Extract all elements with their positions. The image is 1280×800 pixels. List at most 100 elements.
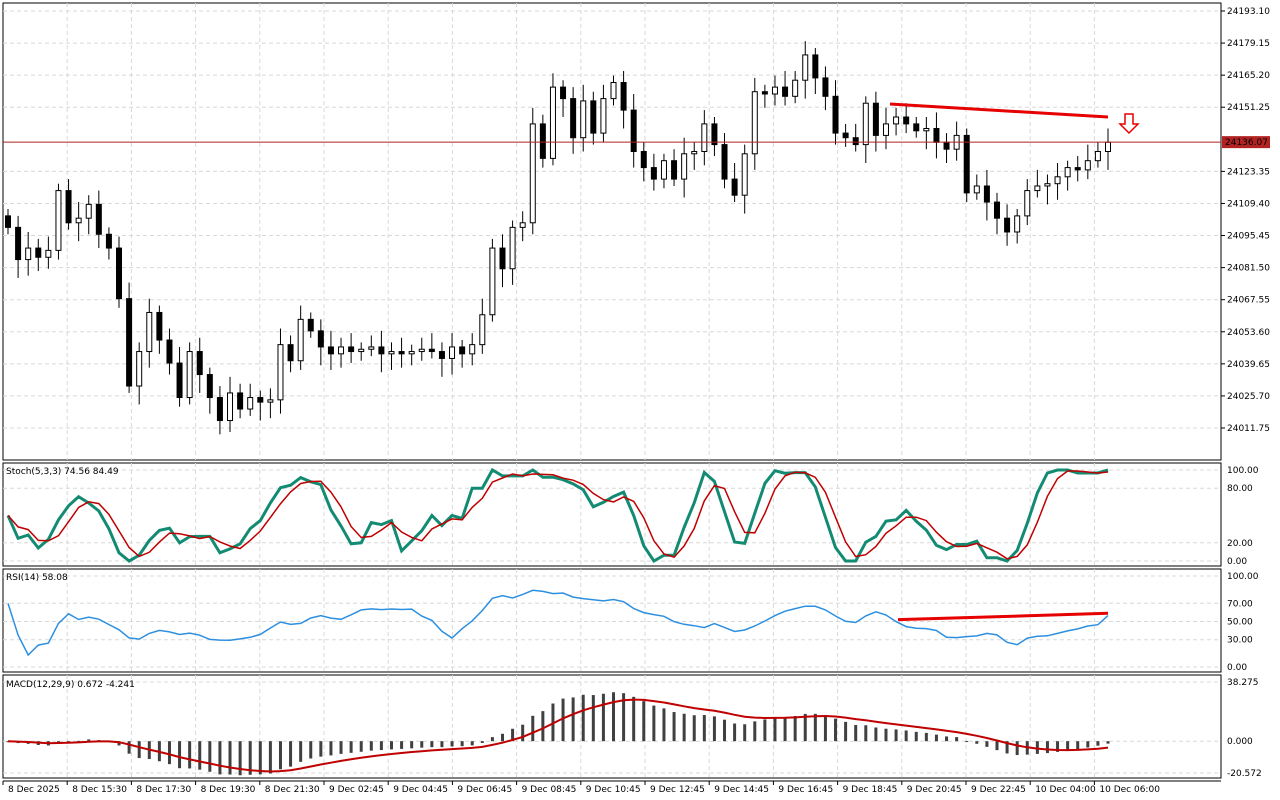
- candle: [832, 95, 839, 134]
- candle: [95, 203, 102, 235]
- macd-bar: [178, 741, 182, 769]
- macd-bar: [117, 741, 121, 746]
- macd-bar: [359, 741, 363, 752]
- macd-bar: [1045, 741, 1049, 754]
- stoch-signal-line: [7, 470, 1109, 560]
- macd-bar: [460, 741, 464, 747]
- candle: [782, 86, 789, 97]
- candle: [146, 311, 153, 353]
- macd-bar: [975, 741, 979, 744]
- candle: [711, 123, 718, 146]
- candle: [681, 153, 688, 180]
- candle: [539, 123, 546, 159]
- candle: [701, 123, 708, 152]
- candle: [1024, 190, 1031, 217]
- panel-frame-rsi: [2, 568, 1222, 673]
- candle: [418, 348, 425, 353]
- macd-bar: [490, 737, 494, 742]
- candle: [529, 123, 536, 224]
- candle: [973, 185, 980, 194]
- candle: [35, 247, 42, 258]
- macd-bar: [854, 725, 858, 742]
- rsi-tick-label: 100.00: [1227, 572, 1259, 582]
- macd-bar: [601, 693, 605, 742]
- candle: [126, 298, 133, 387]
- x-tick-label: 10 Dec 04:00: [1035, 785, 1096, 795]
- price-candles: [5, 41, 1111, 435]
- candle: [771, 86, 778, 95]
- candle: [893, 116, 900, 125]
- macd-bar: [914, 731, 918, 742]
- macd-bar: [369, 741, 373, 751]
- macd-bar: [1035, 741, 1039, 754]
- candle: [156, 311, 163, 341]
- x-tick-label: 9 Dec 22:45: [971, 785, 1026, 795]
- price-trend-line: [889, 102, 1109, 119]
- candle: [660, 160, 667, 180]
- candle: [610, 82, 617, 100]
- candle: [307, 318, 314, 332]
- candle: [176, 362, 183, 399]
- candle: [792, 79, 799, 97]
- rsi-title: RSI(14) 58.08: [6, 573, 68, 583]
- macd-bar: [682, 713, 686, 742]
- macd-bar: [238, 741, 242, 776]
- candle: [287, 344, 294, 362]
- current-price-badge: [1222, 136, 1270, 149]
- macd-bar: [692, 715, 696, 742]
- candle: [408, 351, 415, 355]
- candle: [671, 160, 678, 180]
- macd-bar: [349, 741, 353, 753]
- candle: [882, 123, 889, 136]
- panel-frame-stoch: [2, 462, 1222, 567]
- macd-bar: [127, 741, 131, 754]
- macd-bar: [480, 741, 484, 743]
- macd-bar: [137, 741, 141, 759]
- macd-bar: [672, 712, 676, 742]
- candle: [1074, 167, 1081, 171]
- macd-bar: [783, 717, 787, 742]
- macd-bar: [894, 729, 898, 742]
- candle: [216, 397, 223, 422]
- macd-bar: [934, 734, 938, 742]
- macd-bar: [945, 736, 949, 742]
- macd-bar: [56, 741, 60, 743]
- candle: [65, 190, 72, 224]
- macd-bar: [430, 741, 434, 748]
- candle: [428, 348, 435, 353]
- macd-bar: [834, 718, 838, 742]
- macd-bar: [803, 713, 807, 742]
- macd-bar: [622, 693, 626, 742]
- macd-bar: [612, 692, 616, 742]
- candle: [943, 141, 950, 150]
- stoch-tick-label: 80.00: [1227, 484, 1253, 494]
- macd-bar: [248, 741, 252, 775]
- candle: [317, 330, 324, 348]
- candle: [862, 102, 869, 146]
- macd-bar: [773, 717, 777, 742]
- candle: [983, 185, 990, 203]
- x-tick-label: 9 Dec 04:45: [393, 785, 448, 795]
- macd-bar: [228, 741, 232, 775]
- x-tick-label: 8 Dec 21:30: [265, 785, 320, 795]
- candle: [852, 137, 859, 146]
- macd-bar: [955, 737, 959, 742]
- y-tick-label: 24025.70: [1227, 392, 1270, 402]
- candle: [237, 392, 244, 410]
- y-tick-label: 24095.45: [1227, 232, 1270, 242]
- macd-bar: [662, 708, 666, 742]
- y-tick-label: 24081.50: [1227, 264, 1270, 274]
- candle: [761, 91, 768, 95]
- candle: [963, 134, 970, 194]
- rsi-trend-line: [897, 611, 1109, 622]
- candle: [802, 54, 809, 81]
- candle: [1014, 215, 1021, 233]
- candle: [1004, 217, 1011, 233]
- x-tick-label: 8 Dec 19:30: [201, 785, 256, 795]
- candle: [105, 233, 112, 249]
- candle: [479, 314, 486, 346]
- panel-frame-macd: [2, 674, 1222, 779]
- y-tick-label: 24179.15: [1227, 39, 1270, 49]
- macd-tick-label: 38.275: [1227, 678, 1259, 688]
